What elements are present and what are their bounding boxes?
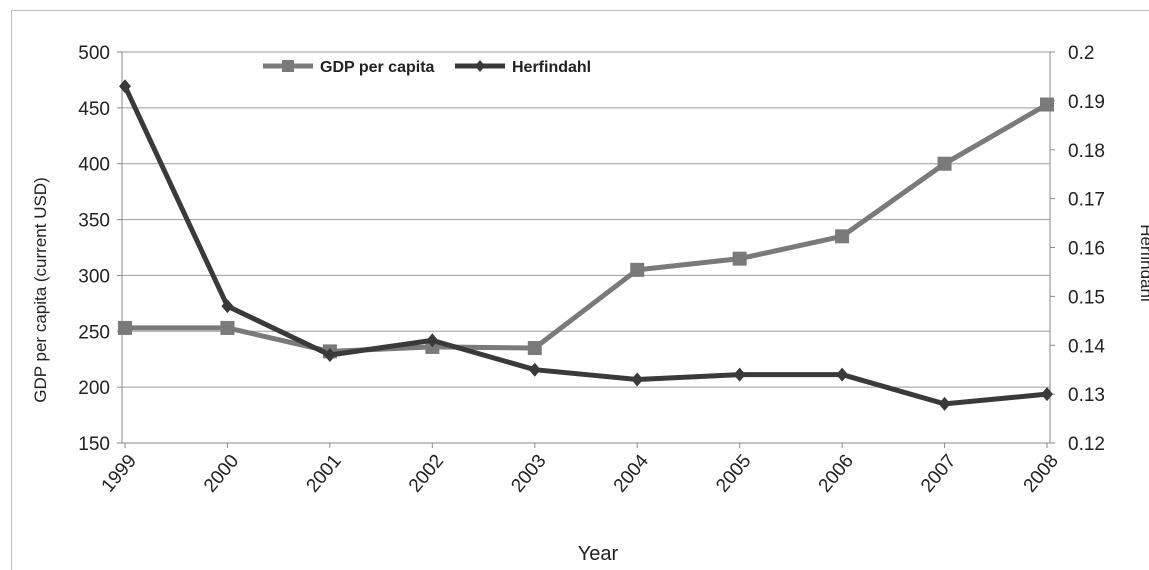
data-point-square <box>527 341 542 356</box>
y2-tick-label: 0.2 <box>1068 43 1094 64</box>
y-tick-label: 400 <box>78 155 110 176</box>
data-point-square <box>220 320 235 335</box>
data-point-square <box>835 229 850 244</box>
legend-marker-square <box>282 60 294 72</box>
y-tick-label: 300 <box>78 266 110 287</box>
y2-tick-label: 0.13 <box>1068 385 1105 406</box>
data-point-square <box>118 320 132 335</box>
x-tick-label: 2005 <box>712 451 755 497</box>
x-tick-label: 2008 <box>1020 451 1063 497</box>
x-tick-label: 2007 <box>917 451 960 497</box>
y-tick-label: 500 <box>78 43 110 64</box>
legend-marker-diamond <box>475 60 485 72</box>
x-tick-label: 2002 <box>405 451 448 497</box>
series-line-2 <box>122 85 1048 407</box>
chart-frame <box>11 10 1149 570</box>
data-point-diamond <box>733 367 746 382</box>
x-axis-title: Year <box>578 543 619 564</box>
data-point-square <box>630 262 645 277</box>
data-point-diamond <box>836 367 849 382</box>
data-point-diamond <box>323 348 336 363</box>
x-tick-label: 2004 <box>610 450 654 496</box>
data-point-square <box>732 251 747 266</box>
y-tick-label: 150 <box>78 434 110 455</box>
y2-tick-label: 0.18 <box>1068 141 1105 162</box>
data-point-diamond <box>528 362 541 377</box>
y2-tick-label: 0.15 <box>1068 287 1105 308</box>
y-tick-label: 450 <box>78 99 110 120</box>
series-line-1 <box>125 102 1049 354</box>
y2-tick-label: 0.17 <box>1068 190 1105 211</box>
legend-label-1: GDP per capita <box>320 59 435 76</box>
y2-tick-label: 0.19 <box>1068 92 1105 113</box>
y-axis-title: GDP per capita (current USD) <box>31 177 50 402</box>
legend-label-2: Herfindahl <box>512 59 591 76</box>
y-tick-label: 350 <box>78 211 110 232</box>
data-point-diamond <box>1041 387 1053 402</box>
x-tick-label: 2000 <box>200 451 243 497</box>
x-tick-label: 2006 <box>815 451 858 497</box>
y2-tick-label: 0.14 <box>1068 336 1105 357</box>
data-point-diamond <box>221 299 234 314</box>
data-point-diamond <box>426 333 439 348</box>
x-tick-label: 2003 <box>507 451 550 497</box>
y-tick-label: 200 <box>78 378 110 399</box>
x-tick-label: 1999 <box>98 451 141 497</box>
data-point-diamond <box>631 372 644 387</box>
y2-tick-label: 0.16 <box>1068 239 1105 260</box>
data-point-square <box>1040 97 1054 112</box>
y2-axis-title: Herfindahl <box>1137 224 1149 302</box>
y-tick-label: 250 <box>78 322 110 343</box>
y2-tick-label: 0.12 <box>1068 434 1105 455</box>
data-point-diamond <box>119 79 131 94</box>
x-tick-label: 2001 <box>302 451 345 497</box>
data-point-square <box>937 156 952 171</box>
data-point-diamond <box>938 396 951 411</box>
